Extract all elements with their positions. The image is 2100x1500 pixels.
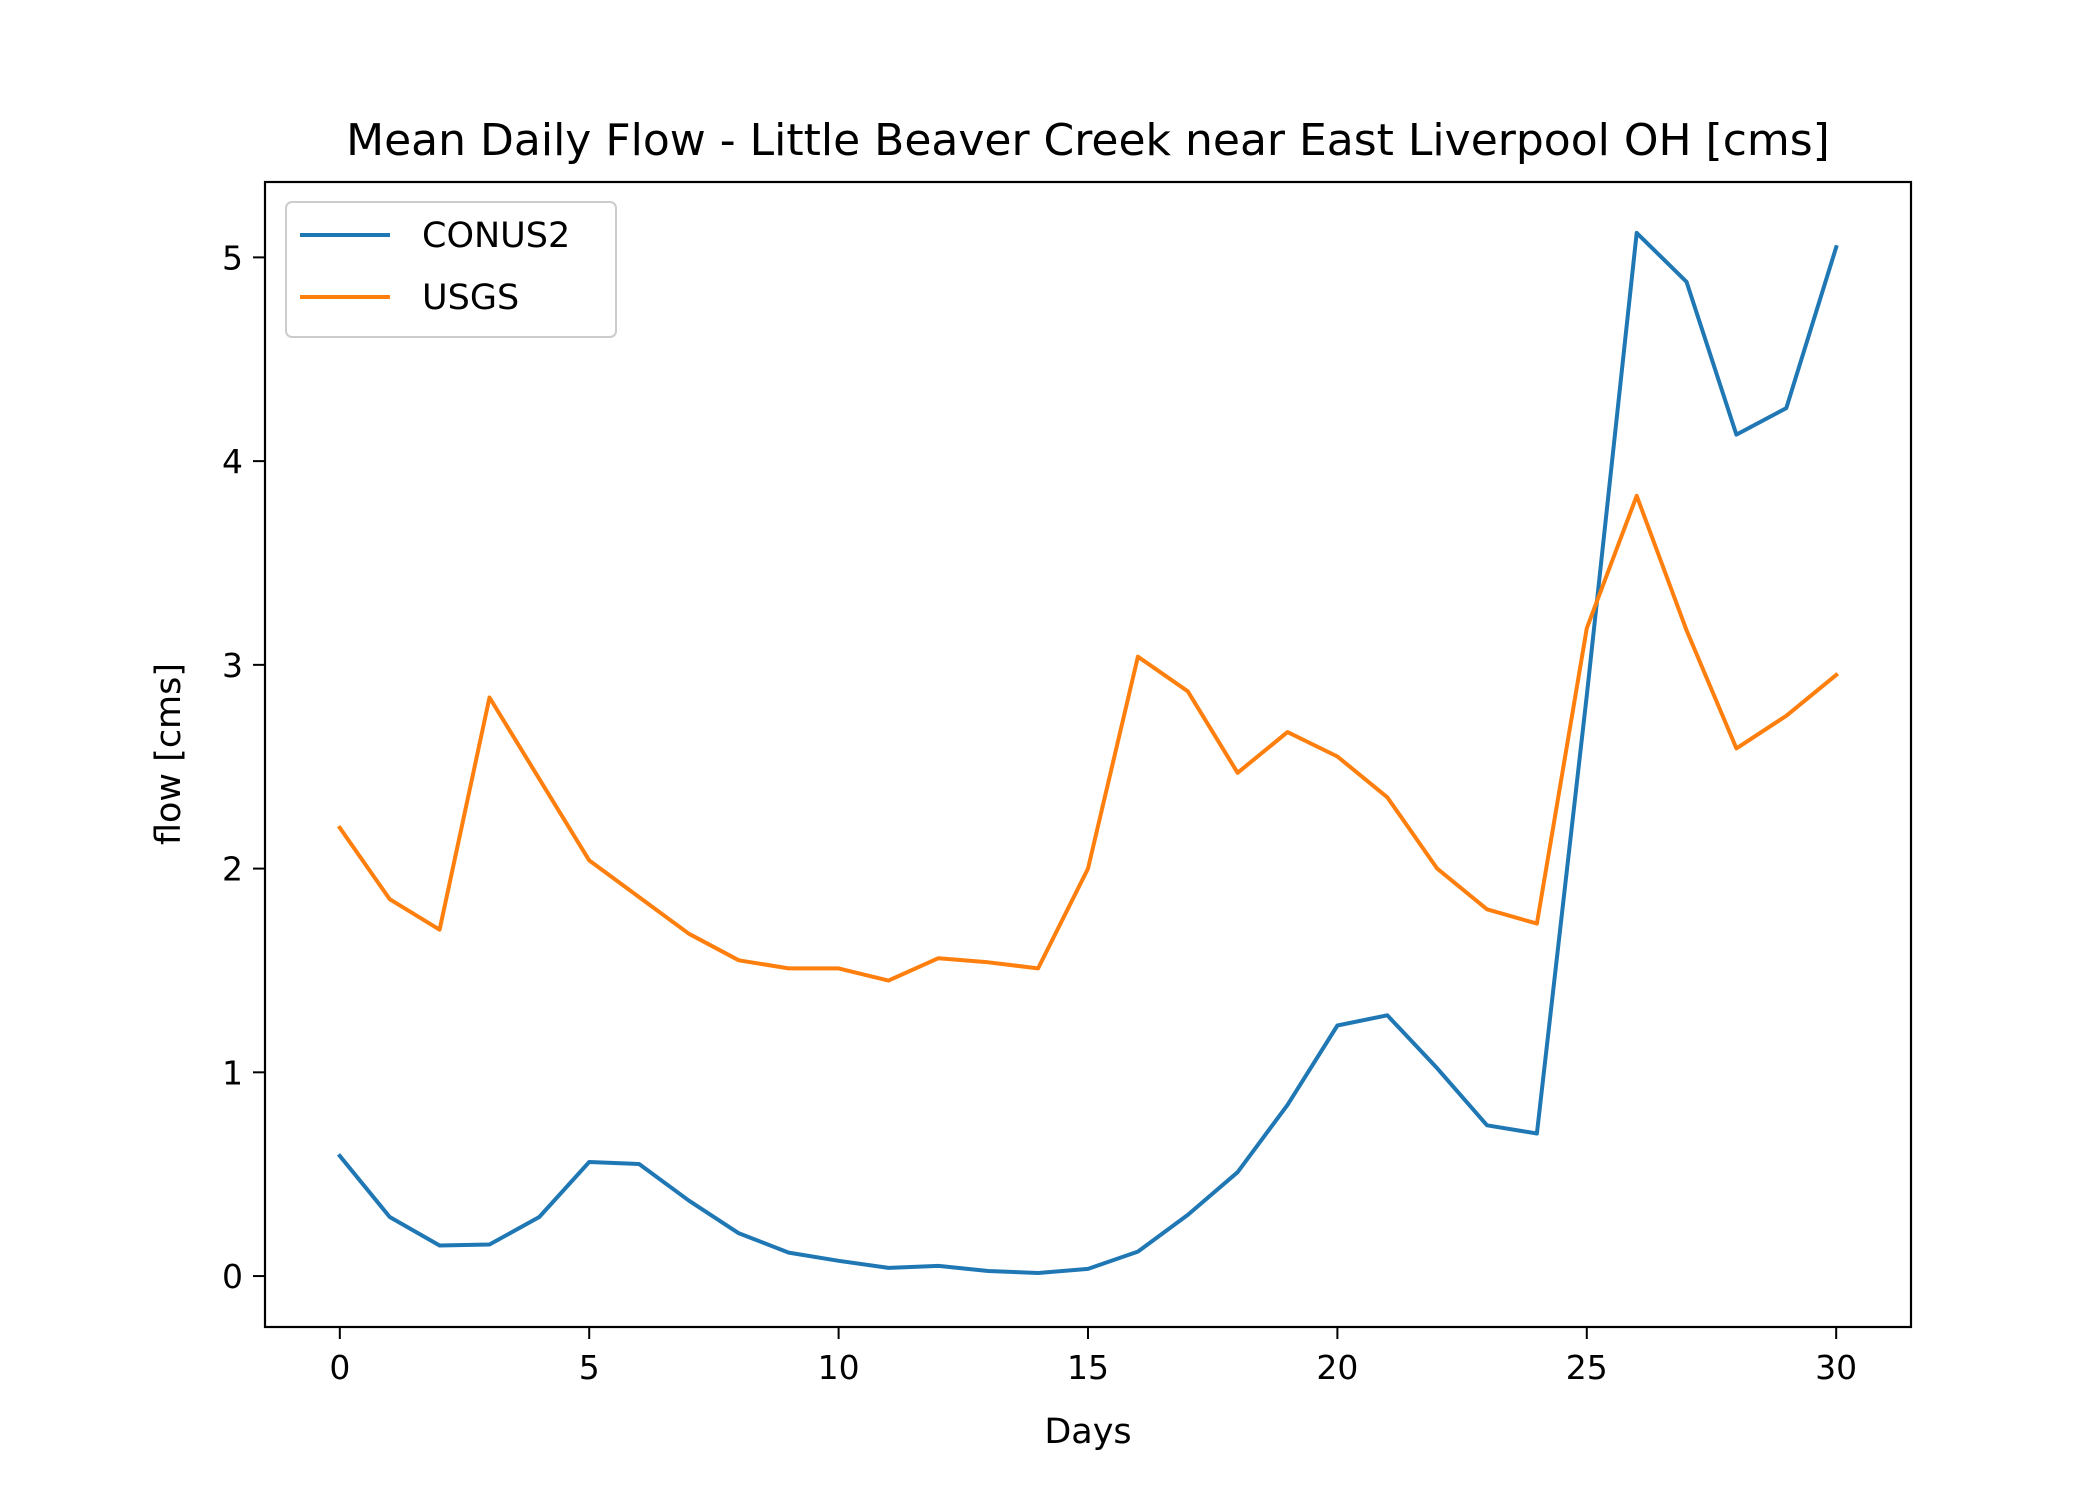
y-tick-label: 3 [222, 646, 243, 685]
legend-label-conus2: CONUS2 [422, 216, 570, 256]
y-axis-label: flow [cms] [149, 663, 189, 845]
series-layer [336, 230, 1840, 1275]
series-line-conus2 [336, 230, 1839, 1275]
legend: CONUS2 USGS [285, 201, 617, 338]
x-tick-label: 25 [1566, 1348, 1608, 1387]
x-tick-label: 10 [818, 1348, 860, 1387]
series-line-usgs [337, 493, 1840, 983]
chart-title: Mean Daily Flow - Little Beaver Creek ne… [346, 115, 1830, 166]
legend-label-usgs: USGS [422, 278, 519, 318]
y-tick-label: 0 [222, 1257, 243, 1296]
y-tick-label: 1 [222, 1053, 243, 1092]
y-axis-ticks: 0 1 2 3 4 5 [222, 238, 265, 1296]
x-axis-ticks: 0 5 10 15 20 25 30 [329, 1327, 1857, 1387]
x-axis-label: Days [1044, 1412, 1131, 1452]
y-tick-label: 2 [222, 850, 243, 889]
x-tick-label: 0 [329, 1348, 350, 1387]
x-tick-label: 30 [1815, 1348, 1857, 1387]
y-tick-label: 4 [222, 442, 243, 481]
x-tick-label: 15 [1067, 1348, 1109, 1387]
x-tick-label: 5 [579, 1348, 600, 1387]
x-tick-label: 20 [1316, 1348, 1358, 1387]
y-tick-label: 5 [222, 238, 243, 277]
